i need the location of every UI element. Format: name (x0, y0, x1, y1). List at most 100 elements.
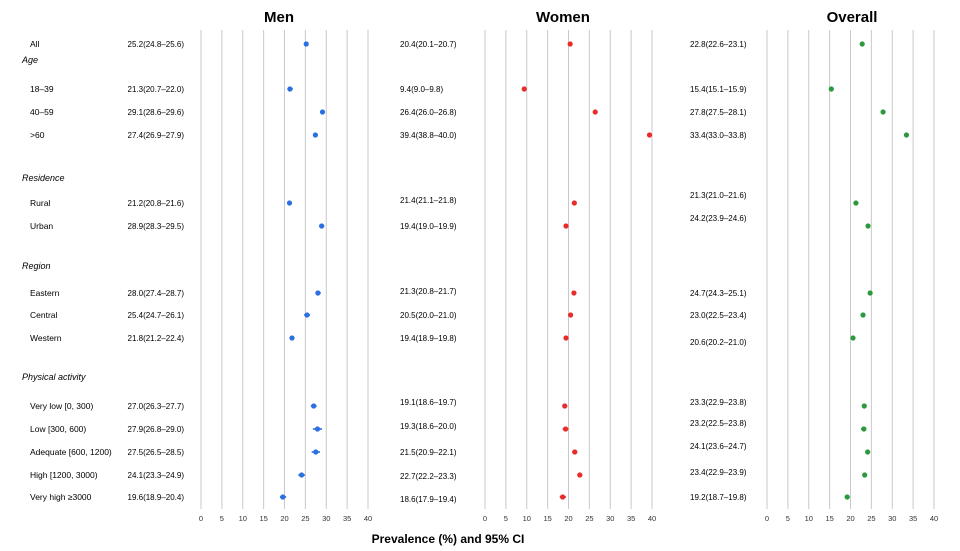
row-label: Low [300, 600) (30, 424, 86, 434)
estimate-text-women: 20.5(20.0–21.0) (400, 311, 457, 320)
tick-label-overall-20: 20 (846, 514, 854, 523)
section-label: Region (22, 261, 51, 271)
tick-label-men-10: 10 (239, 514, 247, 523)
tick-label-women-10: 10 (523, 514, 531, 523)
estimate-text-overall: 19.2(18.7–19.8) (690, 493, 747, 502)
panel-title-men: Men (264, 9, 294, 26)
estimate-text-men: 28.9(28.3–29.5) (128, 222, 185, 231)
tick-layer: 0 5 10 15 20 25 30 35 40 0 5 10 15 20 25 30 35 40 0 5 10 15 20… (199, 514, 938, 523)
tick-label-women-25: 25 (585, 514, 593, 523)
estimate-text-women: 18.6(17.9–19.4) (400, 495, 457, 504)
section-label: Residence (22, 173, 65, 183)
estimate-text-overall: 15.4(15.1–15.9) (690, 85, 747, 94)
point-estimate-overall (862, 472, 868, 478)
point-estimate-women (571, 290, 577, 296)
tick-label-overall-15: 15 (825, 514, 833, 523)
row-label: 40–59 (30, 107, 54, 117)
point-estimate-overall (850, 335, 856, 341)
estimate-text-overall: 21.3(21.0–21.6) (690, 191, 747, 200)
estimate-text-women: 19.4(18.9–19.8) (400, 334, 457, 343)
tick-label-women-5: 5 (504, 514, 508, 523)
estimate-text-men: 19.6(18.9–20.4) (128, 493, 185, 502)
tick-label-men-15: 15 (259, 514, 267, 523)
estimate-text-women: 21.5(20.9–22.1) (400, 448, 457, 457)
point-estimate-women (562, 426, 569, 432)
estimate-text-overall: 24.7(24.3–25.1) (690, 289, 747, 298)
section-label: Age (21, 55, 38, 65)
tick-label-overall-5: 5 (786, 514, 790, 523)
point-estimate-men (303, 41, 309, 47)
estimate-text-men: 25.4(24.7–26.1) (128, 311, 185, 320)
estimate-text-women: 19.3(18.6–20.0) (400, 422, 457, 431)
point-estimate-women (560, 494, 566, 500)
row-label: Very high ≥3000 (30, 492, 92, 502)
point-estimate-men (319, 109, 326, 115)
tick-label-women-30: 30 (606, 514, 614, 523)
point-estimate-women (592, 109, 598, 115)
point-estimate-men (315, 290, 321, 296)
estimate-text-women: 21.4(21.1–21.8) (400, 196, 457, 205)
estimate-text-overall: 23.2(22.5–23.8) (690, 419, 747, 428)
point-estimate-overall (861, 426, 867, 432)
tick-label-women-35: 35 (627, 514, 635, 523)
estimate-text-men: 27.0(26.3–27.7) (128, 402, 185, 411)
tick-label-women-0: 0 (483, 514, 487, 523)
tick-label-men-25: 25 (301, 514, 309, 523)
point-estimate-men (319, 223, 325, 229)
mark-layer (279, 41, 910, 500)
estimate-text-women: 26.4(26.0–26.8) (400, 108, 457, 117)
estimate-text-overall: 24.2(23.9–24.6) (690, 214, 747, 223)
tick-label-men-5: 5 (220, 514, 224, 523)
point-estimate-men (314, 426, 321, 432)
estimate-text-women: 21.3(20.8–21.7) (400, 287, 457, 296)
tick-label-men-0: 0 (199, 514, 203, 523)
row-label: Rural (30, 198, 50, 208)
point-estimate-men (289, 335, 295, 341)
point-estimate-overall (867, 290, 873, 296)
estimate-text-women: 9.4(9.0–9.8) (400, 85, 443, 94)
point-estimate-women (572, 449, 578, 455)
tick-label-overall-30: 30 (888, 514, 896, 523)
point-estimate-overall (853, 200, 859, 206)
point-estimate-overall (861, 403, 867, 409)
point-estimate-women (567, 312, 574, 318)
tick-label-women-15: 15 (543, 514, 551, 523)
estimate-text-women: 19.1(18.6–19.7) (400, 398, 457, 407)
tick-label-overall-35: 35 (909, 514, 917, 523)
tick-label-women-20: 20 (564, 514, 572, 523)
point-estimate-overall (860, 312, 866, 318)
tick-label-overall-0: 0 (765, 514, 769, 523)
row-label: Western (30, 333, 62, 343)
estimate-text-men: 21.8(21.2–22.4) (128, 334, 185, 343)
estimate-text-men: 27.4(26.9–27.9) (128, 131, 185, 140)
estimate-text-men: 24.1(23.3–24.9) (128, 471, 185, 480)
tick-label-overall-10: 10 (805, 514, 813, 523)
estimate-text-overall: 23.0(22.5–23.4) (690, 311, 747, 320)
point-estimate-women (567, 41, 573, 47)
estimate-text-women: 39.4(38.8–40.0) (400, 131, 457, 140)
point-estimate-overall (865, 449, 871, 455)
estimate-text-women: 20.4(20.1–20.7) (400, 40, 457, 49)
grid-layer (200, 30, 935, 509)
point-estimate-women (646, 132, 653, 138)
point-estimate-men (280, 494, 286, 500)
point-estimate-men (287, 86, 293, 92)
estimate-text-men: 27.9(26.8–29.0) (128, 425, 185, 434)
point-estimate-overall (880, 109, 886, 115)
point-estimate-women (577, 472, 583, 478)
point-estimate-men (304, 312, 310, 318)
estimate-text-overall: 33.4(33.0–33.8) (690, 131, 747, 140)
panel-title-women: Women (536, 9, 590, 26)
point-estimate-overall (865, 223, 871, 229)
tick-label-men-30: 30 (322, 514, 330, 523)
estimate-text-overall: 20.6(20.2–21.0) (690, 338, 747, 347)
tick-label-women-40: 40 (648, 514, 656, 523)
row-label: >60 (30, 130, 45, 140)
estimate-text-overall: 23.4(22.9–23.9) (690, 468, 747, 477)
tick-label-men-35: 35 (343, 514, 351, 523)
point-estimate-women (571, 200, 577, 206)
point-estimate-overall (859, 41, 865, 47)
row-label: 18–39 (30, 84, 54, 94)
point-estimate-men (313, 449, 319, 455)
